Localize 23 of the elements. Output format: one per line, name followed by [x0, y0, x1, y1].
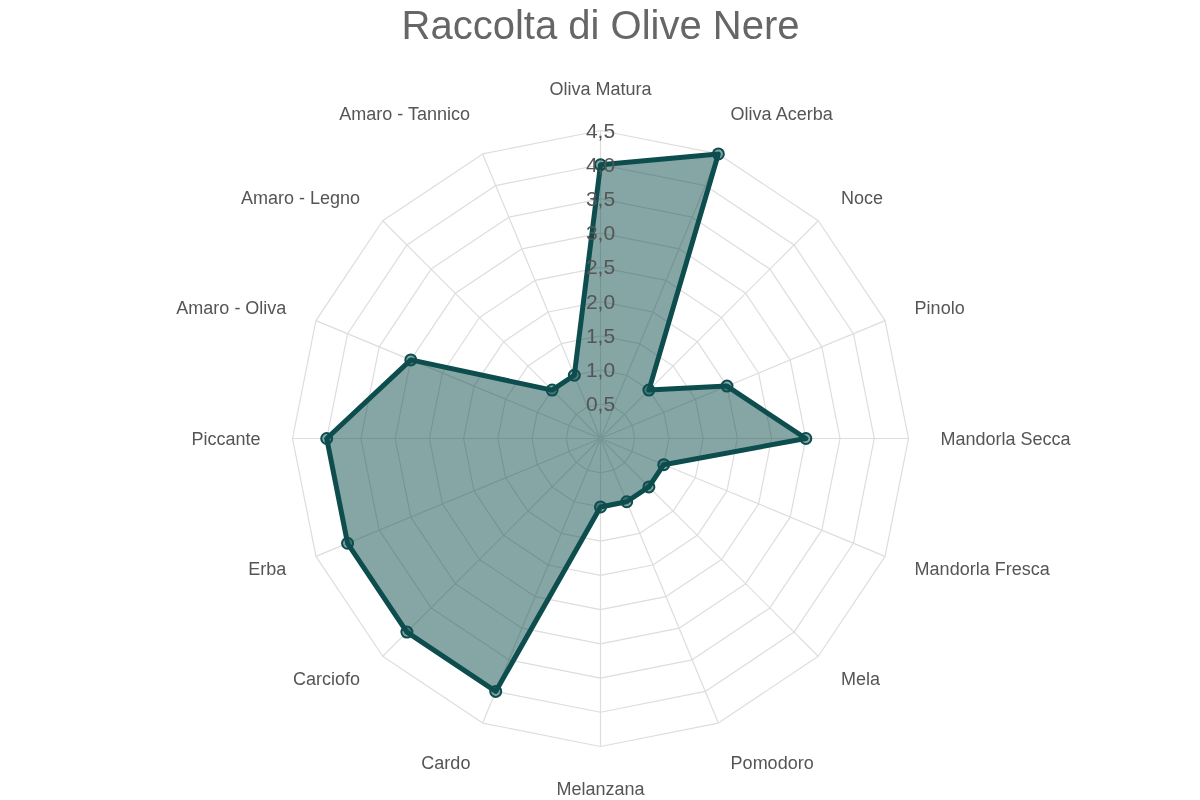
spoke-label: Pomodoro	[730, 752, 814, 773]
y-tick-label: 2,0	[585, 289, 616, 313]
spoke-label: Piccante	[191, 428, 261, 449]
spoke-label: Oliva Matura	[549, 78, 653, 99]
spoke-label: Noce	[840, 188, 883, 209]
y-tick-label: 1,5	[585, 323, 616, 347]
chart-title: Raccolta di Olive Nere	[401, 2, 800, 47]
spoke-label: Melanzana	[556, 778, 646, 799]
y-tick-label: 4,0	[585, 152, 616, 176]
spoke-label: Amaro - Tannico	[339, 104, 471, 125]
spoke-label: Mandorla Secca	[940, 428, 1072, 449]
y-tick-label: 1,0	[585, 358, 616, 382]
y-tick-label: 4,5	[585, 118, 616, 142]
spoke-label: Mela	[840, 668, 881, 689]
spoke-label: Carciofo	[293, 668, 361, 689]
spoke-label: Oliva Acerba	[730, 104, 834, 125]
spoke-label: Pinolo	[914, 298, 965, 319]
spoke-label: Erba	[248, 558, 288, 579]
spoke-label: Cardo	[421, 752, 471, 773]
spoke-label: Amaro - Oliva	[176, 298, 288, 319]
y-tick-label: 0,5	[585, 392, 616, 416]
spoke-label: Amaro - Legno	[241, 188, 361, 209]
spoke-label: Mandorla Fresca	[914, 558, 1051, 579]
